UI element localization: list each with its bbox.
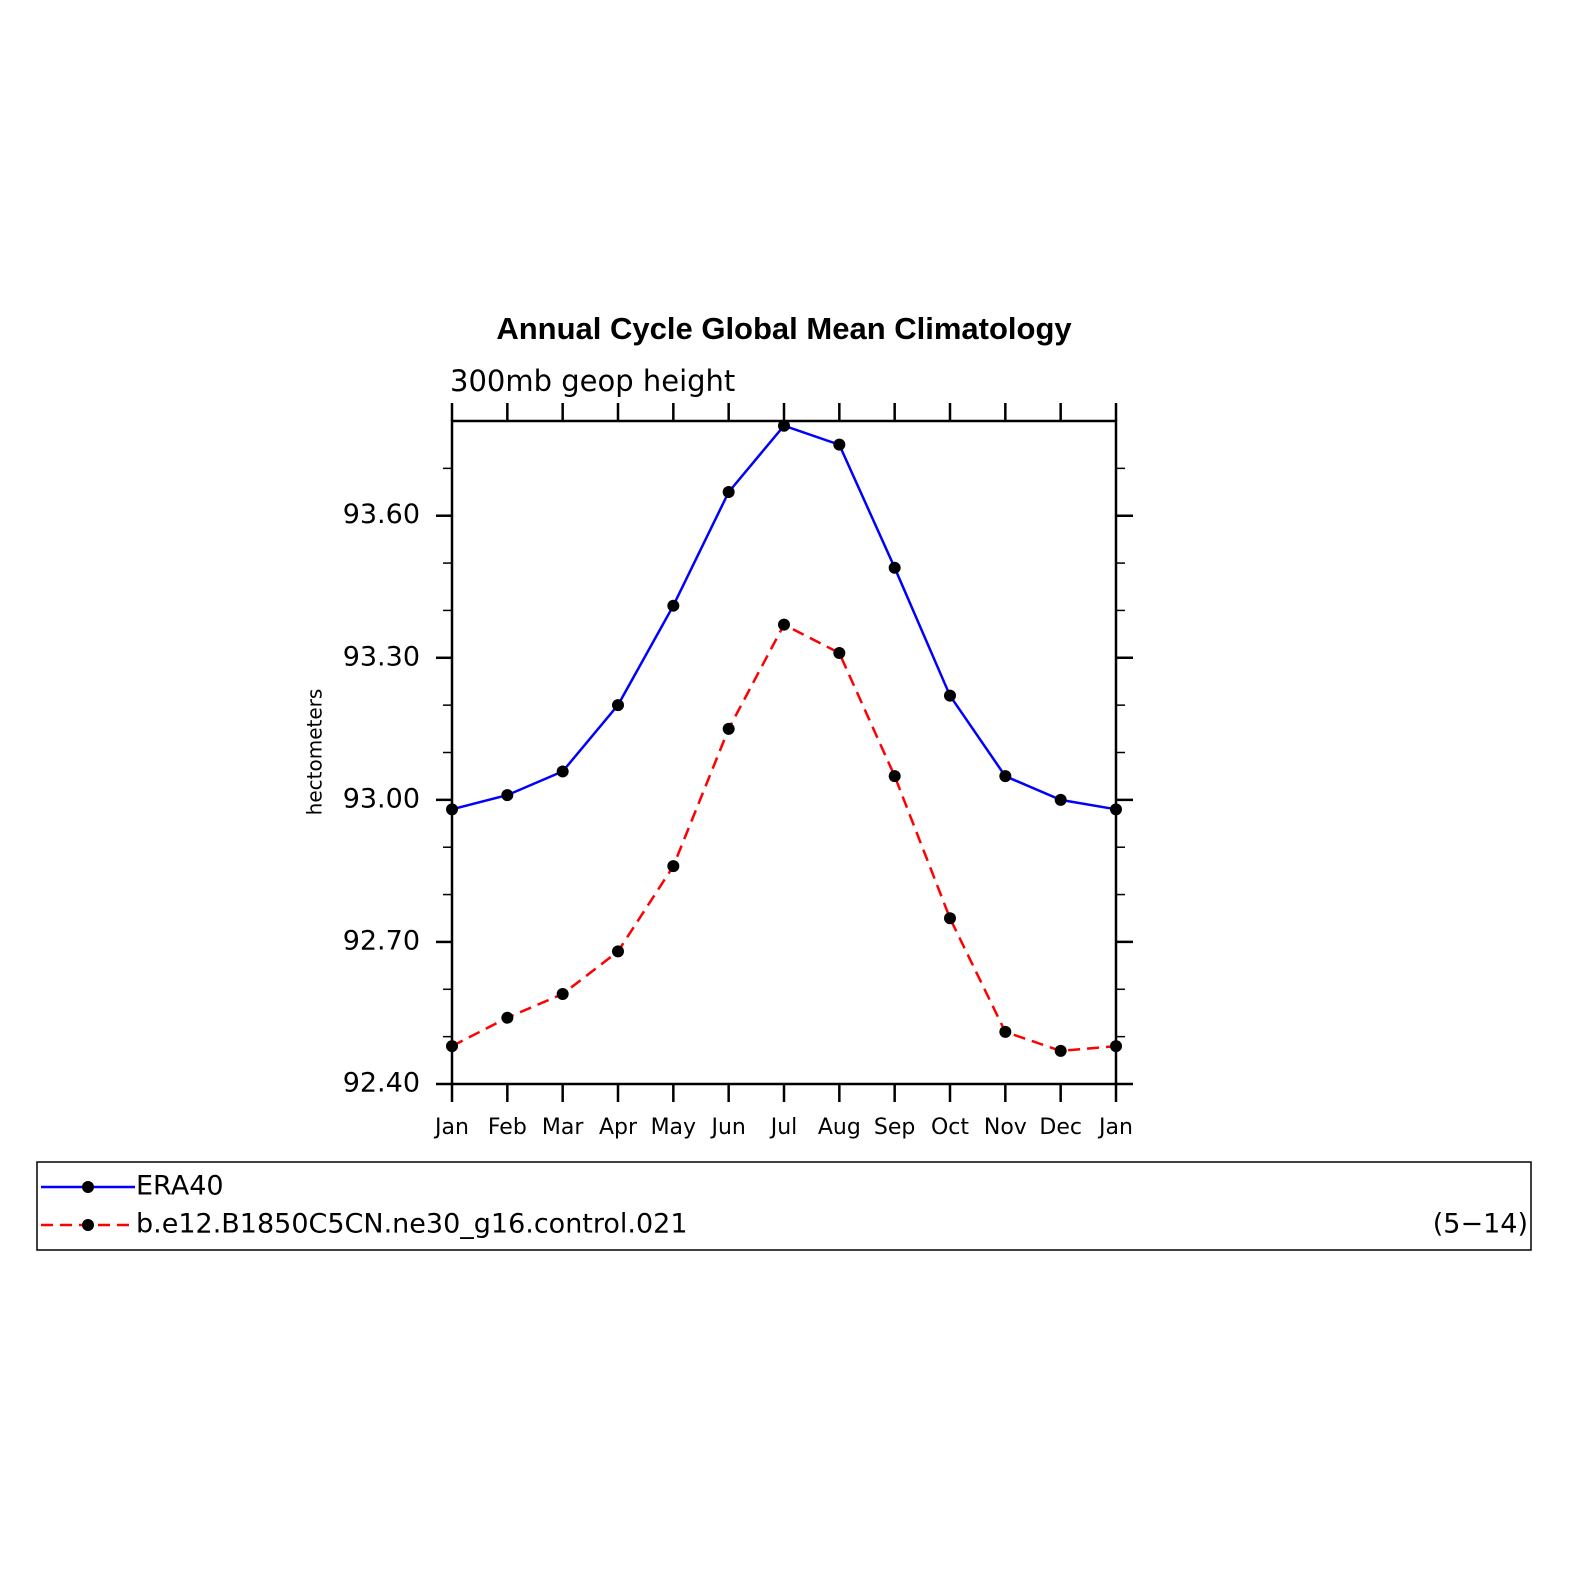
legend-label: b.e12.B1850C5CN.ne30_g16.control.021	[136, 1209, 688, 1240]
point-marker	[944, 912, 956, 925]
point-marker	[612, 699, 624, 712]
point-marker	[833, 647, 846, 660]
point-marker	[1110, 803, 1122, 816]
x-tick-label: Jun	[709, 1115, 745, 1140]
y-tick-label: 92.40	[343, 1068, 420, 1099]
x-tick-label: Nov	[984, 1115, 1027, 1140]
point-marker	[888, 770, 901, 783]
x-tick-label: May	[651, 1115, 696, 1140]
x-tick-label: Dec	[1039, 1115, 1082, 1140]
annotation: (5−14)	[1433, 1209, 1528, 1240]
x-tick-label: Jul	[769, 1115, 798, 1140]
point-marker	[999, 770, 1012, 783]
point-marker	[722, 722, 735, 735]
x-tick-label: Mar	[542, 1115, 584, 1140]
point-marker	[778, 419, 790, 432]
point-marker	[778, 618, 790, 631]
x-tick-label: Aug	[818, 1115, 861, 1140]
plot-frame	[450, 419, 1118, 1086]
point-marker	[667, 599, 680, 612]
point-marker	[667, 860, 680, 873]
point-marker	[722, 486, 735, 499]
legend-box	[36, 1161, 1532, 1251]
chart-subtitle: 300mb geop height	[450, 364, 735, 398]
point-marker	[888, 561, 901, 574]
point-marker	[556, 988, 569, 1001]
legend-marker	[82, 1181, 94, 1193]
point-marker	[501, 789, 514, 802]
legend-marker	[82, 1219, 94, 1231]
x-tick-label: Sep	[874, 1115, 915, 1140]
point-marker	[1110, 1040, 1122, 1053]
point-marker	[1054, 793, 1067, 806]
y-axis-label: hectometers	[303, 689, 327, 816]
y-tick-label: 93.00	[343, 783, 420, 814]
x-tick-label: Apr	[599, 1115, 638, 1140]
point-marker	[446, 1040, 458, 1053]
series-line	[451, 424, 1117, 811]
point-marker	[833, 438, 846, 451]
point-marker	[1054, 1044, 1067, 1057]
point-marker	[501, 1011, 514, 1024]
legend-label: ERA40	[136, 1171, 224, 1202]
x-tick-label: Jan	[1097, 1115, 1133, 1140]
y-tick-label: 93.30	[343, 641, 420, 672]
point-marker	[999, 1025, 1012, 1038]
series-line	[451, 622, 1117, 1053]
x-tick-label: Oct	[931, 1115, 969, 1140]
point-marker	[944, 689, 956, 702]
y-tick-label: 93.60	[343, 499, 420, 530]
point-marker	[446, 803, 458, 816]
y-tick-label: 92.70	[343, 925, 420, 956]
point-marker	[612, 945, 624, 958]
chart-title: Annual Cycle Global Mean Climatology	[496, 311, 1072, 346]
x-tick-label: Jan	[433, 1115, 469, 1140]
x-tick-label: Feb	[488, 1115, 527, 1140]
point-marker	[556, 765, 569, 778]
